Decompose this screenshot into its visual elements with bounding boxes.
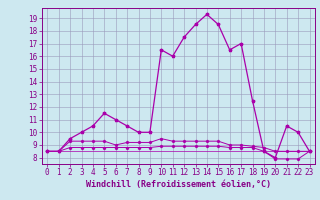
X-axis label: Windchill (Refroidissement éolien,°C): Windchill (Refroidissement éolien,°C) (86, 180, 271, 189)
